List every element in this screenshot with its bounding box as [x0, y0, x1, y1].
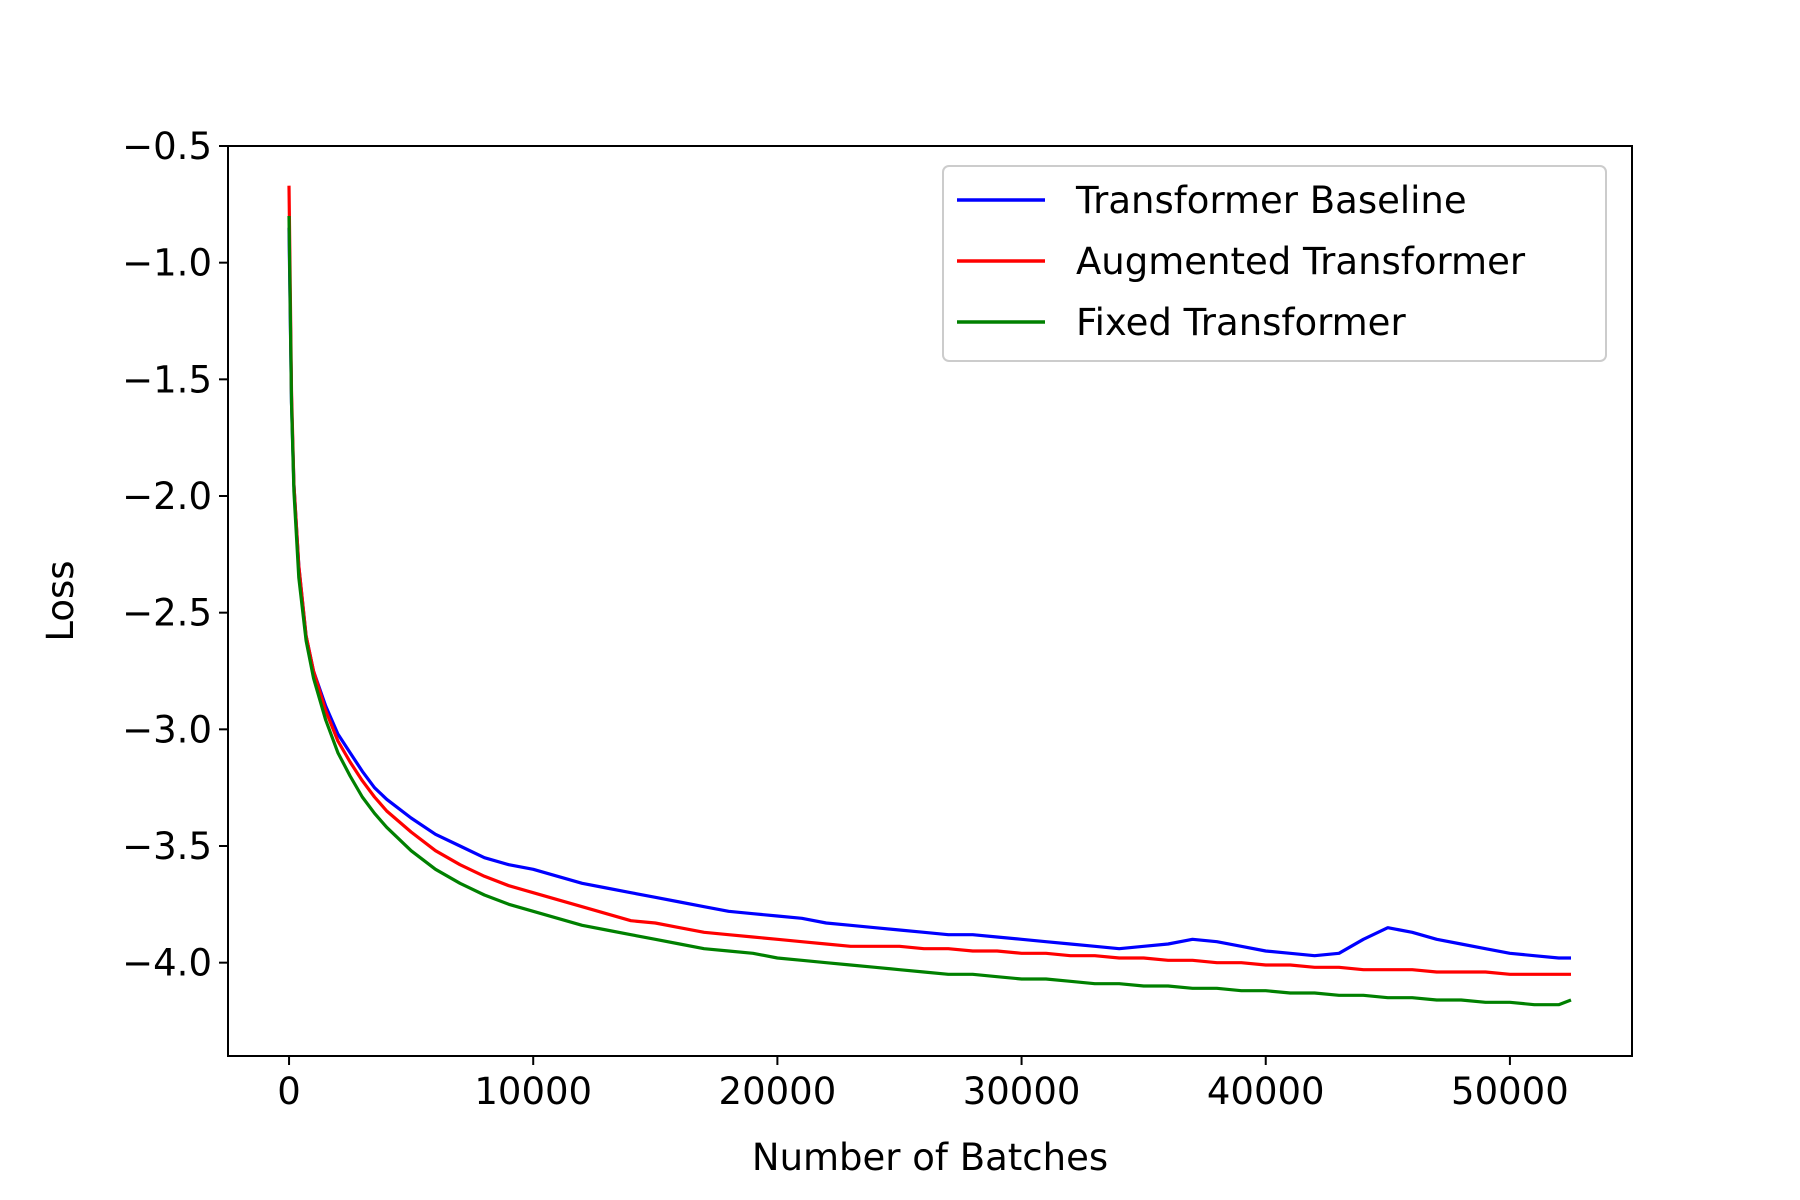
y-tick-label: −1.0	[122, 242, 212, 285]
x-tick-label: 10000	[474, 1070, 592, 1113]
legend-label: Augmented Transformer	[1076, 240, 1526, 283]
x-tick-label: 20000	[719, 1070, 837, 1113]
x-tick-label: 50000	[1451, 1070, 1569, 1113]
series-line-2	[287, 185, 1571, 976]
y-tick-label: −3.5	[122, 825, 212, 868]
y-tick-label: −0.5	[122, 125, 212, 168]
y-tick-label: −1.5	[122, 358, 212, 401]
x-tick-label: 40000	[1207, 1070, 1325, 1113]
y-tick-label: −3.0	[122, 708, 212, 751]
plot-frame	[227, 145, 1633, 1057]
legend-box	[942, 165, 1607, 362]
y-tick-label: −2.0	[122, 475, 212, 518]
y-axis-label: Loss	[39, 560, 82, 641]
series-layer	[287, 185, 1572, 1007]
legend-label: Fixed Transformer	[1076, 301, 1406, 344]
x-axis-ticks: 0 10000 20000 30000 40000 50000	[277, 1056, 1569, 1113]
x-tick-label: 0	[277, 1070, 301, 1113]
series-line-1	[287, 227, 1571, 960]
x-tick-label: 30000	[963, 1070, 1081, 1113]
x-axis-label: Number of Batches	[752, 1136, 1108, 1179]
y-axis-ticks: −0.5 −1.0 −1.5 −2.0 −2.5 −3.0 −3.5 −4.0	[122, 125, 228, 985]
legend: Transformer Baseline Augmented Transforme…	[942, 165, 1607, 362]
series-line-3	[287, 215, 1572, 1007]
y-tick-label: −2.5	[122, 592, 212, 635]
y-tick-label: −4.0	[122, 942, 212, 985]
legend-label: Transformer Baseline	[1075, 179, 1467, 222]
